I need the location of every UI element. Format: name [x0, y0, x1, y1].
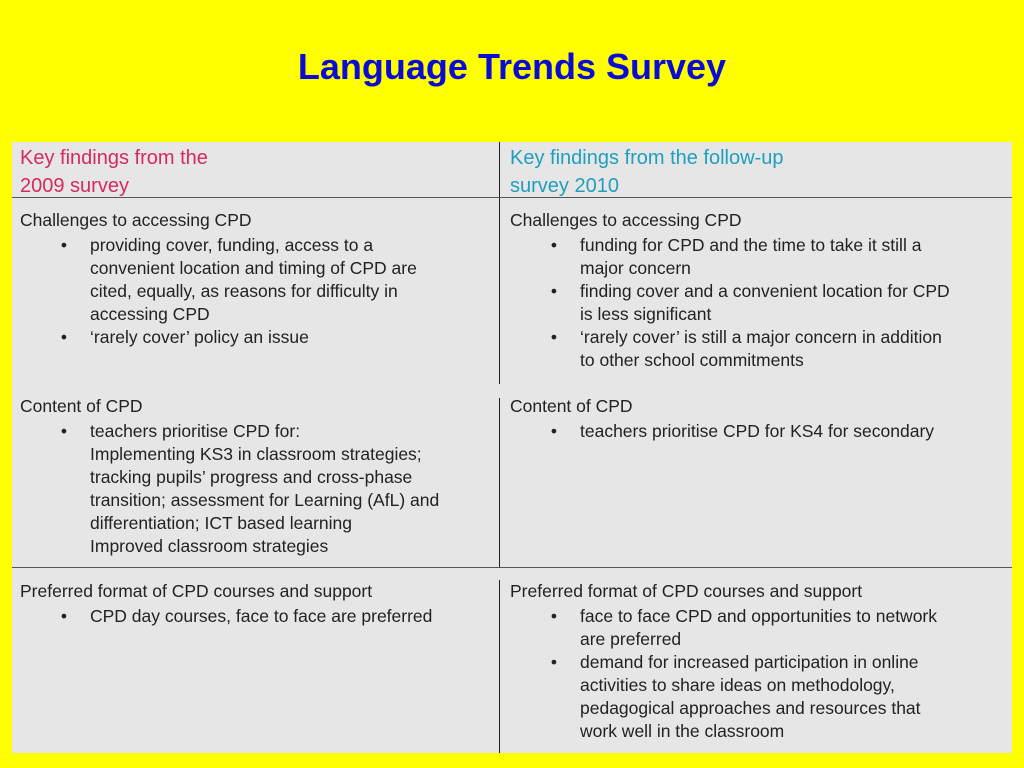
bullet-text-line: pedagogical approaches and resources tha…	[580, 698, 921, 718]
bullet-text-line: funding for CPD and the time to take it …	[580, 235, 922, 255]
list-item: • finding cover and a convenient location…	[510, 280, 1005, 326]
bullet-text-line: providing cover, funding, access to a	[90, 235, 374, 255]
bullet-icon: •	[550, 606, 558, 626]
cell-heading: Content of CPD	[510, 396, 633, 416]
bullet-text-line: work well in the classroom	[580, 721, 785, 741]
cell-challenges-2010: Challenges to accessing CPD • funding for …	[510, 209, 1005, 372]
list-item: • CPD day courses, face to face are prefe…	[20, 605, 490, 628]
header-2010: Key findings from the follow-up survey 2…	[510, 144, 990, 200]
bullet-text-line: Improved classroom strategies	[90, 536, 329, 556]
bullet-text-line: activities to share ideas on methodology…	[580, 675, 895, 695]
cell-heading: Content of CPD	[20, 396, 143, 416]
header-2009: Key findings from the 2009 survey	[20, 144, 470, 200]
header-line: Key findings from the follow-up	[510, 147, 784, 169]
bullet-text-line: CPD day courses, face to face are prefer…	[90, 606, 433, 626]
bullet-text-line: face to face CPD and opportunities to ne…	[580, 606, 938, 626]
list-item: • teachers prioritise CPD for: Implementin…	[20, 420, 490, 558]
bullet-text-line: finding cover and a convenient location …	[580, 281, 950, 301]
header-line: 2009 survey	[20, 175, 129, 197]
bullet-list: • teachers prioritise CPD for: Implementin…	[20, 420, 490, 558]
cell-heading: Challenges to accessing CPD	[510, 210, 742, 230]
bullet-icon: •	[550, 652, 558, 672]
bullet-text-line: teachers prioritise CPD for:	[90, 421, 301, 441]
cell-format-2009: Preferred format of CPD courses and supp…	[20, 580, 490, 628]
column-divider	[499, 398, 500, 568]
bullet-icon: •	[550, 421, 558, 441]
bullet-icon: •	[550, 281, 558, 301]
bullet-list: • providing cover, funding, access to a co…	[20, 234, 490, 349]
bullet-icon: •	[60, 606, 68, 626]
header-divider	[12, 197, 1012, 198]
column-divider	[499, 142, 500, 384]
cell-heading: Challenges to accessing CPD	[20, 210, 252, 230]
list-item: • face to face CPD and opportunities to n…	[510, 605, 1005, 651]
bullet-text-line: are preferred	[580, 629, 682, 649]
bullet-text-line: is less significant	[580, 304, 712, 324]
bullet-text-line: ‘rarely cover’ policy an issue	[90, 327, 309, 347]
cell-content-2009: Content of CPD • teachers prioritise CPD f…	[20, 395, 490, 558]
bullet-icon: •	[60, 235, 68, 255]
bullet-icon: •	[60, 327, 68, 347]
bullet-text-line: teachers prioritise CPD for KS4 for seco…	[580, 421, 935, 441]
bullet-list: • CPD day courses, face to face are prefe…	[20, 605, 490, 628]
list-item: • providing cover, funding, access to a co…	[20, 234, 490, 326]
header-line: survey 2010	[510, 175, 619, 197]
bullet-icon: •	[550, 327, 558, 347]
header-line: Key findings from the	[20, 147, 208, 169]
list-item: • ‘rarely cover’ is still a major concern…	[510, 326, 1005, 372]
cell-heading: Preferred format of CPD courses and supp…	[510, 581, 863, 601]
list-item: • funding for CPD and the time to take it…	[510, 234, 1005, 280]
bullet-text-line: cited, equally, as reasons for difficult…	[90, 281, 398, 301]
bullet-list: • teachers prioritise CPD for KS4 for sec…	[510, 420, 1005, 443]
bullet-text-line: demand for increased participation in on…	[580, 652, 919, 672]
column-divider	[499, 580, 500, 753]
cell-format-2010: Preferred format of CPD courses and supp…	[510, 580, 1005, 743]
bullet-text-line: ‘rarely cover’ is still a major concern …	[580, 327, 942, 347]
slide-title: Language Trends Survey	[297, 46, 727, 87]
bullet-text-line: differentiation; ICT based learning	[90, 513, 353, 533]
list-item: • teachers prioritise CPD for KS4 for sec…	[510, 420, 1005, 443]
findings-table: Key findings from the 2009 survey Key fi…	[12, 142, 1012, 753]
bullet-text-line: Implementing KS3 in classroom strategies…	[90, 444, 422, 464]
bullet-text-line: major concern	[580, 258, 691, 278]
list-item: • demand for increased participation in o…	[510, 651, 1005, 743]
cell-heading: Preferred format of CPD courses and supp…	[20, 581, 373, 601]
cell-content-2010: Content of CPD • teachers prioritise CPD f…	[510, 395, 1005, 443]
bullet-icon: •	[550, 235, 558, 255]
bullet-text-line: to other school commitments	[580, 350, 804, 370]
bullet-text-line: accessing CPD	[90, 304, 210, 324]
cell-challenges-2009: Challenges to accessing CPD • providing co…	[20, 209, 490, 349]
bullet-text-line: transition; assessment for Learning (AfL…	[90, 490, 440, 510]
bullet-list: • funding for CPD and the time to take it…	[510, 234, 1005, 372]
bullet-text-line: tracking pupils’ progress and cross-phas…	[90, 467, 413, 487]
list-item: • ‘rarely cover’ policy an issue	[20, 326, 490, 349]
bullet-list: • face to face CPD and opportunities to n…	[510, 605, 1005, 743]
row-divider	[12, 567, 1012, 568]
bullet-text-line: convenient location and timing of CPD ar…	[90, 258, 417, 278]
bullet-icon: •	[60, 421, 68, 441]
